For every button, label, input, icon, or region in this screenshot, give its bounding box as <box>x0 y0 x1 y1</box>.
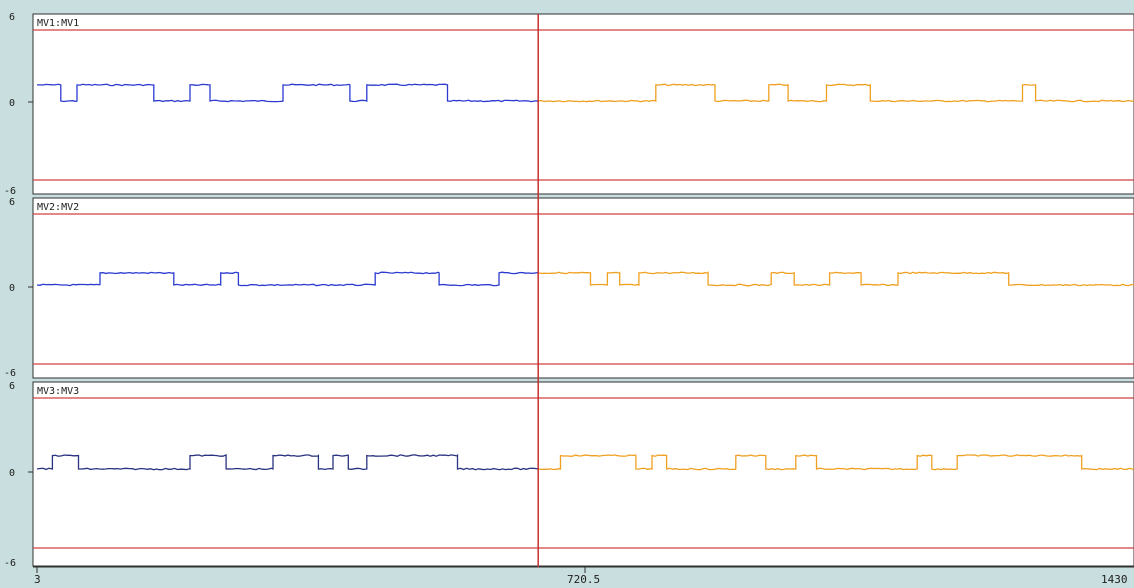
plot-area <box>32 197 1134 379</box>
y-tick-top: 6 <box>9 197 15 208</box>
forecast-line <box>538 83 1134 103</box>
panel-label: MV1:MV1 <box>37 18 79 29</box>
panel-mv1: MV1:MV1 6 0 -6 <box>4 12 1134 197</box>
forecast-line <box>538 454 1134 471</box>
plot-area <box>32 13 1134 195</box>
panel-label: MV3:MV3 <box>37 386 79 397</box>
panel-label: MV2:MV2 <box>37 202 79 213</box>
y-tick-bottom: -6 <box>4 368 16 379</box>
y-tick-bottom: -6 <box>4 558 16 569</box>
y-tick-top: 6 <box>9 381 15 392</box>
y-tick-zero: 0 <box>9 468 15 479</box>
history-line <box>37 83 539 103</box>
x-tick-start: 3 <box>34 573 41 586</box>
forecast-line <box>538 270 1134 287</box>
x-tick-end: 1430 <box>1101 573 1128 586</box>
x-tick-mid: 720.5 <box>567 573 600 586</box>
history-line <box>36 453 539 471</box>
y-tick-bottom: -6 <box>4 186 16 197</box>
panel-mv2: MV2:MV2 6 0 -6 <box>4 197 1134 379</box>
plot-area <box>32 381 1134 567</box>
panel-mv3: MV3:MV3 6 0 -6 <box>4 381 1134 569</box>
y-tick-zero: 0 <box>9 98 15 109</box>
y-tick-zero: 0 <box>9 283 15 294</box>
history-line <box>36 271 539 287</box>
y-tick-top: 6 <box>9 12 15 23</box>
